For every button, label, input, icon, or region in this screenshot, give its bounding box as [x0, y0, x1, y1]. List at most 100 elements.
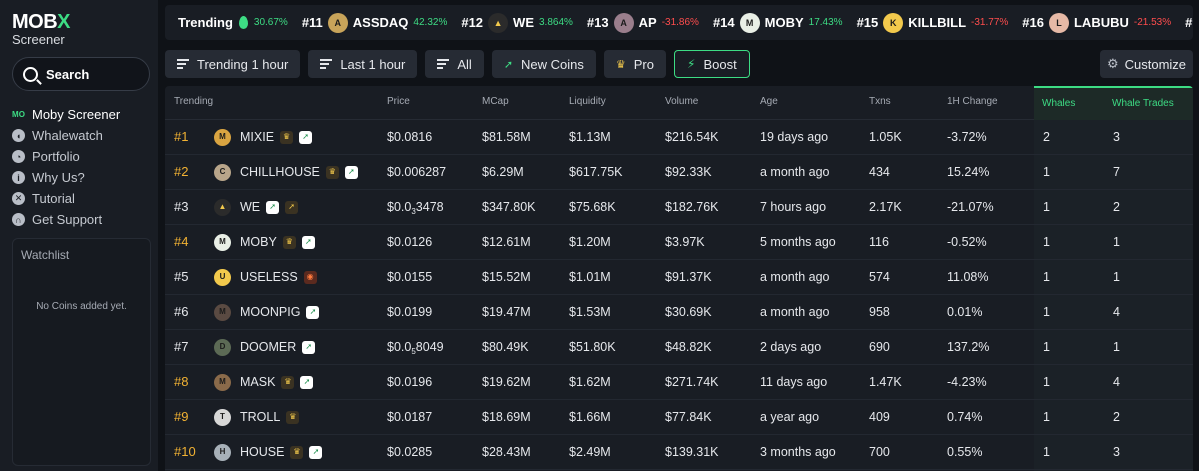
header-liquidity[interactable]: Liquidity [569, 96, 606, 107]
ticker-item[interactable]: #12 ▲ WE 3.864% [461, 12, 573, 33]
filter-icon [437, 59, 450, 69]
ticker-item[interactable]: #1 [1185, 15, 1193, 30]
table-row[interactable]: #6 M MOONPIG ➚ $0.0199 $19.47M $1.53M $30.69K a … [165, 295, 1193, 330]
header-trending[interactable]: Trending [174, 96, 214, 107]
price-cell: $0.0196 [387, 365, 432, 399]
volume-cell: $3.97K [665, 235, 705, 249]
table-row[interactable]: #4 M MOBY ♛ ➚ $0.0126 $12.61M $1.20M $3.97K 5 mon… [165, 225, 1193, 260]
table-row[interactable]: #7 D DOOMER ➚ $0.058049 $80.49K $51.80K $48.82K… [165, 330, 1193, 365]
sort-icon [320, 59, 333, 69]
ticker-item[interactable]: #15 K KILLBILL -31.77% [857, 12, 1008, 33]
coin-avatar: M [214, 373, 231, 391]
header-age[interactable]: Age [760, 96, 778, 107]
table-row[interactable]: #3 ▲ WE ➚ ➚ $0.033478 $347.80K $75.68K $182.76K 7… [165, 190, 1193, 225]
header-txns[interactable]: Txns [869, 96, 891, 107]
boost-badge-icon: ➚ [300, 375, 314, 389]
liquidity-cell: $1.20M [569, 235, 611, 249]
sidebar-item-label: Why Us? [32, 170, 85, 185]
change-cell: -3.72% [947, 130, 987, 144]
boost-badge-icon: ➚ [306, 305, 320, 319]
age-cell: a month ago [760, 270, 830, 284]
sidebar-item-why-us[interactable]: i Why Us? [12, 167, 120, 188]
ticker-item[interactable]: #13 A AP -31.86% [586, 12, 699, 33]
whales-cell: 1 [1043, 235, 1050, 249]
age-cell: 3 months ago [760, 445, 836, 459]
volume-cell: $91.37K [665, 270, 712, 284]
whales-cell: 1 [1043, 445, 1050, 459]
customize-button[interactable]: ⚙ Customize [1100, 50, 1193, 78]
price-zero-count: 5 [411, 347, 416, 356]
new-coins-button[interactable]: ➚ New Coins [491, 50, 596, 78]
sidebar-item-get-support[interactable]: ∩ Get Support [12, 209, 120, 230]
ticker-item[interactable]: #16 L LABUBU -21.53% [1022, 12, 1172, 33]
flame-icon [238, 16, 248, 29]
header-volume[interactable]: Volume [665, 96, 699, 107]
headset-icon: ∩ [12, 213, 25, 226]
row-rank: #3 [174, 199, 189, 214]
coin-cell: U USELESS ◉ [214, 260, 317, 294]
coin-name: MOONPIG [240, 305, 301, 319]
header-mcap[interactable]: MCap [482, 96, 509, 107]
sidebar-item-moby-screener[interactable]: MO Moby Screener [12, 104, 120, 125]
whale-trades-cell: 1 [1113, 340, 1120, 354]
table-row[interactable]: #5 U USELESS ◉ $0.0155 $15.52M $1.01M $91.37K a … [165, 260, 1193, 295]
trending-timeframe-button[interactable]: Trending 1 hour [165, 50, 301, 78]
row-rank: #2 [174, 164, 189, 179]
trending-timeframe-label: Trending 1 hour [197, 56, 289, 72]
ticker-title: Trending 30.67% [178, 15, 288, 30]
volume-cell: $271.74K [665, 375, 719, 389]
sidebar-item-whalewatch[interactable]: ◖ Whalewatch [12, 125, 120, 146]
pro-button[interactable]: ♛ Pro [603, 50, 666, 78]
crown-badge-icon: ♛ [286, 410, 300, 424]
pie-chart-icon: ◔ [12, 150, 25, 163]
age-cell: a month ago [760, 165, 830, 179]
price-cell: $0.058049 [387, 330, 444, 364]
all-filter-button[interactable]: All [425, 50, 484, 78]
coin-avatar: H [214, 443, 231, 461]
table-row[interactable]: #8 M MASK ♛ ➚ $0.0196 $19.62M $1.62M $271.74K 11 … [165, 365, 1193, 400]
boost-button[interactable]: ⚡ Boost [674, 50, 750, 78]
table-row[interactable]: #9 T TROLL ♛ $0.0187 $18.69M $1.66M $77.84K a ye… [165, 400, 1193, 435]
table-row[interactable]: #2 C CHILLHOUSE ♛ ➚ $0.006287 $6.29M $617.75K $9… [165, 155, 1193, 190]
ticker-item[interactable]: #14 M MOBY 17.43% [713, 12, 843, 33]
last-hour-button[interactable]: Last 1 hour [308, 50, 418, 78]
liquidity-cell: $1.53M [569, 305, 611, 319]
coin-avatar: T [214, 408, 231, 426]
ticker-rank: #13 [586, 15, 609, 30]
ticker-item[interactable]: #11 A ASSDAQ 42.32% [302, 12, 447, 33]
price-cell: $0.0816 [387, 120, 432, 154]
customize-label: Customize [1124, 56, 1187, 72]
ticker-change: -21.53% [1133, 17, 1172, 28]
whale-trades-cell: 1 [1113, 270, 1120, 284]
price-cell: $0.0155 [387, 260, 432, 294]
ticker-symbol: MOBY [764, 15, 804, 30]
header-price[interactable]: Price [387, 96, 410, 107]
coin-cell: T TROLL ♛ [214, 400, 300, 434]
info-icon: i [12, 171, 25, 184]
row-rank: #10 [174, 444, 196, 459]
whale-trades-cell: 4 [1113, 375, 1120, 389]
trending-ticker: Trending 30.67% #11 A ASSDAQ 42.32% #12 ▲ WE 3.… [165, 5, 1193, 40]
coin-avatar: M [214, 128, 231, 146]
table-row[interactable]: #1 M MIXIE ♛ ➚ $0.0816 $81.58M $1.13M $216.54K 19… [165, 120, 1193, 155]
header-1h-change[interactable]: 1H Change [947, 96, 998, 107]
sidebar-item-tutorial[interactable]: ✕ Tutorial [12, 188, 120, 209]
logo-subtitle: Screener [12, 32, 65, 47]
liquidity-cell: $75.68K [569, 200, 616, 214]
header-whales[interactable]: Whales [1034, 86, 1104, 120]
search-button[interactable]: Search [12, 57, 150, 91]
table-row[interactable]: #10 H HOUSE ♛ ➚ $0.0285 $28.43M $2.49M $139.31K 3… [165, 435, 1193, 470]
sidebar-nav: MO Moby Screener ◖ Whalewatch ◔ Portfolio i Why… [12, 104, 120, 230]
liquidity-cell: $1.66M [569, 410, 611, 424]
logo[interactable]: MOBX Screener [12, 12, 71, 47]
volume-cell: $92.33K [665, 165, 712, 179]
coin-avatar: M [214, 233, 231, 251]
boost-badge-icon: ➚ [301, 235, 315, 249]
sidebar-item-portfolio[interactable]: ◔ Portfolio [12, 146, 120, 167]
header-whale-trades[interactable]: Whale Trades [1104, 86, 1193, 120]
sidebar-item-label: Whalewatch [32, 128, 103, 143]
liquidity-cell: $1.01M [569, 270, 611, 284]
age-cell: 2 days ago [760, 340, 822, 354]
ticker-symbol: WE [513, 15, 534, 30]
price-digits: 8049 [415, 340, 444, 354]
